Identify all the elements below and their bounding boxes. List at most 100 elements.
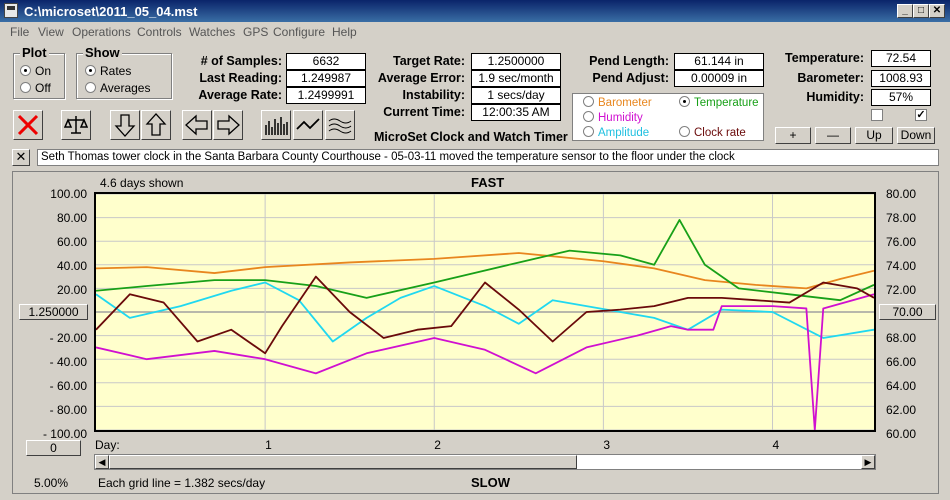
- menu-bar: File View Operations Controls Watches GP…: [0, 22, 950, 42]
- arrow-down-icon: [114, 114, 136, 137]
- left-axis-tick: 80.00: [56, 211, 87, 225]
- chart-plot-area: [94, 192, 876, 432]
- percent-label: 5.00%: [34, 476, 69, 490]
- pend-length-value[interactable]: 61.144 in: [674, 53, 764, 70]
- radio-selected-icon: [20, 65, 31, 76]
- clock-rate-radio[interactable]: Clock rate: [679, 126, 746, 139]
- show-rates-radio[interactable]: Rates: [85, 64, 131, 78]
- scale-down-button[interactable]: Down: [897, 127, 935, 144]
- temperature-radio[interactable]: Temperature: [679, 96, 759, 109]
- day-axis-label: Day:: [95, 438, 120, 452]
- series-selector: Barometer Temperature Humidity Amplitude…: [572, 93, 764, 141]
- left-axis-tick: - 80.00: [49, 403, 87, 417]
- scale-up-button[interactable]: Up: [855, 127, 893, 144]
- right-axis-tick: 74.00: [886, 259, 917, 273]
- clear-note-button[interactable]: ✕: [12, 149, 30, 166]
- left-axis-tick: - 60.00: [49, 379, 87, 393]
- offset-box[interactable]: 0: [26, 440, 81, 456]
- scroll-left-icon[interactable]: ◀: [95, 455, 109, 469]
- chart-panel: [12, 171, 939, 494]
- amplitude-radio[interactable]: Amplitude: [583, 126, 649, 139]
- series-line: [96, 293, 874, 430]
- samples-value: 6632: [286, 53, 366, 70]
- center-temp-box: 70.00: [879, 304, 936, 320]
- arrow-left-button[interactable]: [182, 110, 212, 140]
- menu-configure[interactable]: Configure: [273, 25, 326, 39]
- show-group: Show Rates Averages: [76, 45, 172, 99]
- barometer-radio[interactable]: Barometer: [583, 96, 652, 109]
- chart-svg: [96, 194, 874, 430]
- left-axis-tick: 20.00: [56, 283, 87, 297]
- humidity-radio[interactable]: Humidity: [583, 111, 643, 124]
- line-graph-icon: [296, 118, 320, 130]
- wave-button[interactable]: [325, 110, 355, 140]
- arrow-down-button[interactable]: [110, 110, 140, 140]
- last-reading-label: Last Reading:: [199, 71, 282, 85]
- menu-operations[interactable]: Operations: [72, 25, 131, 39]
- red-x-icon: [17, 114, 39, 136]
- right-axis-tick: 80.00: [886, 187, 917, 201]
- fast-label: FAST: [471, 175, 505, 190]
- right-axis-tick: 72.00: [886, 283, 917, 297]
- checkbox-left[interactable]: [871, 109, 883, 121]
- minimize-button[interactable]: _: [897, 4, 913, 18]
- day-tick: 1: [265, 438, 272, 452]
- app-heading: MicroSet Clock and Watch Timer: [374, 130, 568, 144]
- arrow-left-icon: [185, 114, 208, 136]
- radio-empty-icon: [20, 82, 31, 93]
- plot-off-radio[interactable]: Off: [20, 81, 51, 95]
- days-shown: 4.6 days shown: [100, 176, 184, 190]
- menu-controls[interactable]: Controls: [137, 25, 182, 39]
- instability-value: 1 secs/day: [471, 87, 561, 104]
- arrow-up-icon: [145, 113, 167, 136]
- grid-note: Each grid line = 1.382 secs/day: [98, 476, 266, 490]
- note-field[interactable]: Seth Thomas tower clock in the Santa Bar…: [37, 149, 939, 166]
- line-graph-button[interactable]: [293, 110, 323, 140]
- last-reading-value: 1.249987: [286, 70, 366, 87]
- radio-empty-icon: [583, 126, 594, 137]
- menu-gps[interactable]: GPS: [243, 25, 269, 39]
- samples-label: # of Samples:: [200, 54, 282, 68]
- histogram-icon: [265, 117, 288, 135]
- series-line: [96, 219, 874, 302]
- scroll-thumb[interactable]: [109, 455, 577, 469]
- scroll-right-icon[interactable]: ▶: [861, 455, 875, 469]
- arrow-up-button[interactable]: [141, 110, 171, 140]
- temperature-label: Temperature:: [785, 51, 864, 65]
- arrow-right-icon: [217, 114, 240, 136]
- close-button[interactable]: ✕: [929, 4, 945, 18]
- menu-help[interactable]: Help: [332, 25, 357, 39]
- series-line: [96, 275, 874, 355]
- right-axis-tick: 60.00: [886, 427, 917, 441]
- show-averages-radio[interactable]: Averages: [85, 81, 150, 95]
- menu-file[interactable]: File: [10, 25, 30, 39]
- checkbox-right[interactable]: ✓: [915, 109, 927, 121]
- title-bar: C:\microset\2011_05_04.mst _ □ ✕: [0, 0, 950, 22]
- delete-button[interactable]: [13, 110, 43, 140]
- balance-button[interactable]: [61, 110, 91, 140]
- maximize-button[interactable]: □: [913, 4, 929, 18]
- radio-empty-icon: [85, 82, 96, 93]
- series-line: [96, 252, 874, 290]
- plot-on-radio[interactable]: On: [20, 64, 51, 78]
- left-axis-tick: 100.00: [50, 187, 87, 201]
- scale-minus-button[interactable]: —: [815, 127, 851, 144]
- series-line: [96, 281, 874, 343]
- arrow-right-button[interactable]: [213, 110, 243, 140]
- chart-scrollbar[interactable]: ◀ ▶: [94, 454, 876, 470]
- histogram-button[interactable]: [261, 110, 291, 140]
- target-rate-label: Target Rate:: [392, 54, 465, 68]
- target-rate-value[interactable]: 1.2500000: [471, 53, 561, 70]
- radio-selected-icon: [85, 65, 96, 76]
- right-axis-tick: 62.00: [886, 403, 917, 417]
- app-icon: [4, 3, 18, 18]
- average-error-label: Average Error:: [377, 71, 465, 85]
- menu-watches[interactable]: Watches: [189, 25, 236, 39]
- menu-view[interactable]: View: [38, 25, 64, 39]
- pend-adjust-label: Pend Adjust:: [592, 71, 669, 85]
- average-rate-label: Average Rate:: [198, 88, 282, 102]
- scale-plus-button[interactable]: +: [775, 127, 811, 144]
- day-tick: 2: [434, 438, 441, 452]
- left-axis-tick: 40.00: [56, 259, 87, 273]
- window-title: C:\microset\2011_05_04.mst: [24, 4, 198, 19]
